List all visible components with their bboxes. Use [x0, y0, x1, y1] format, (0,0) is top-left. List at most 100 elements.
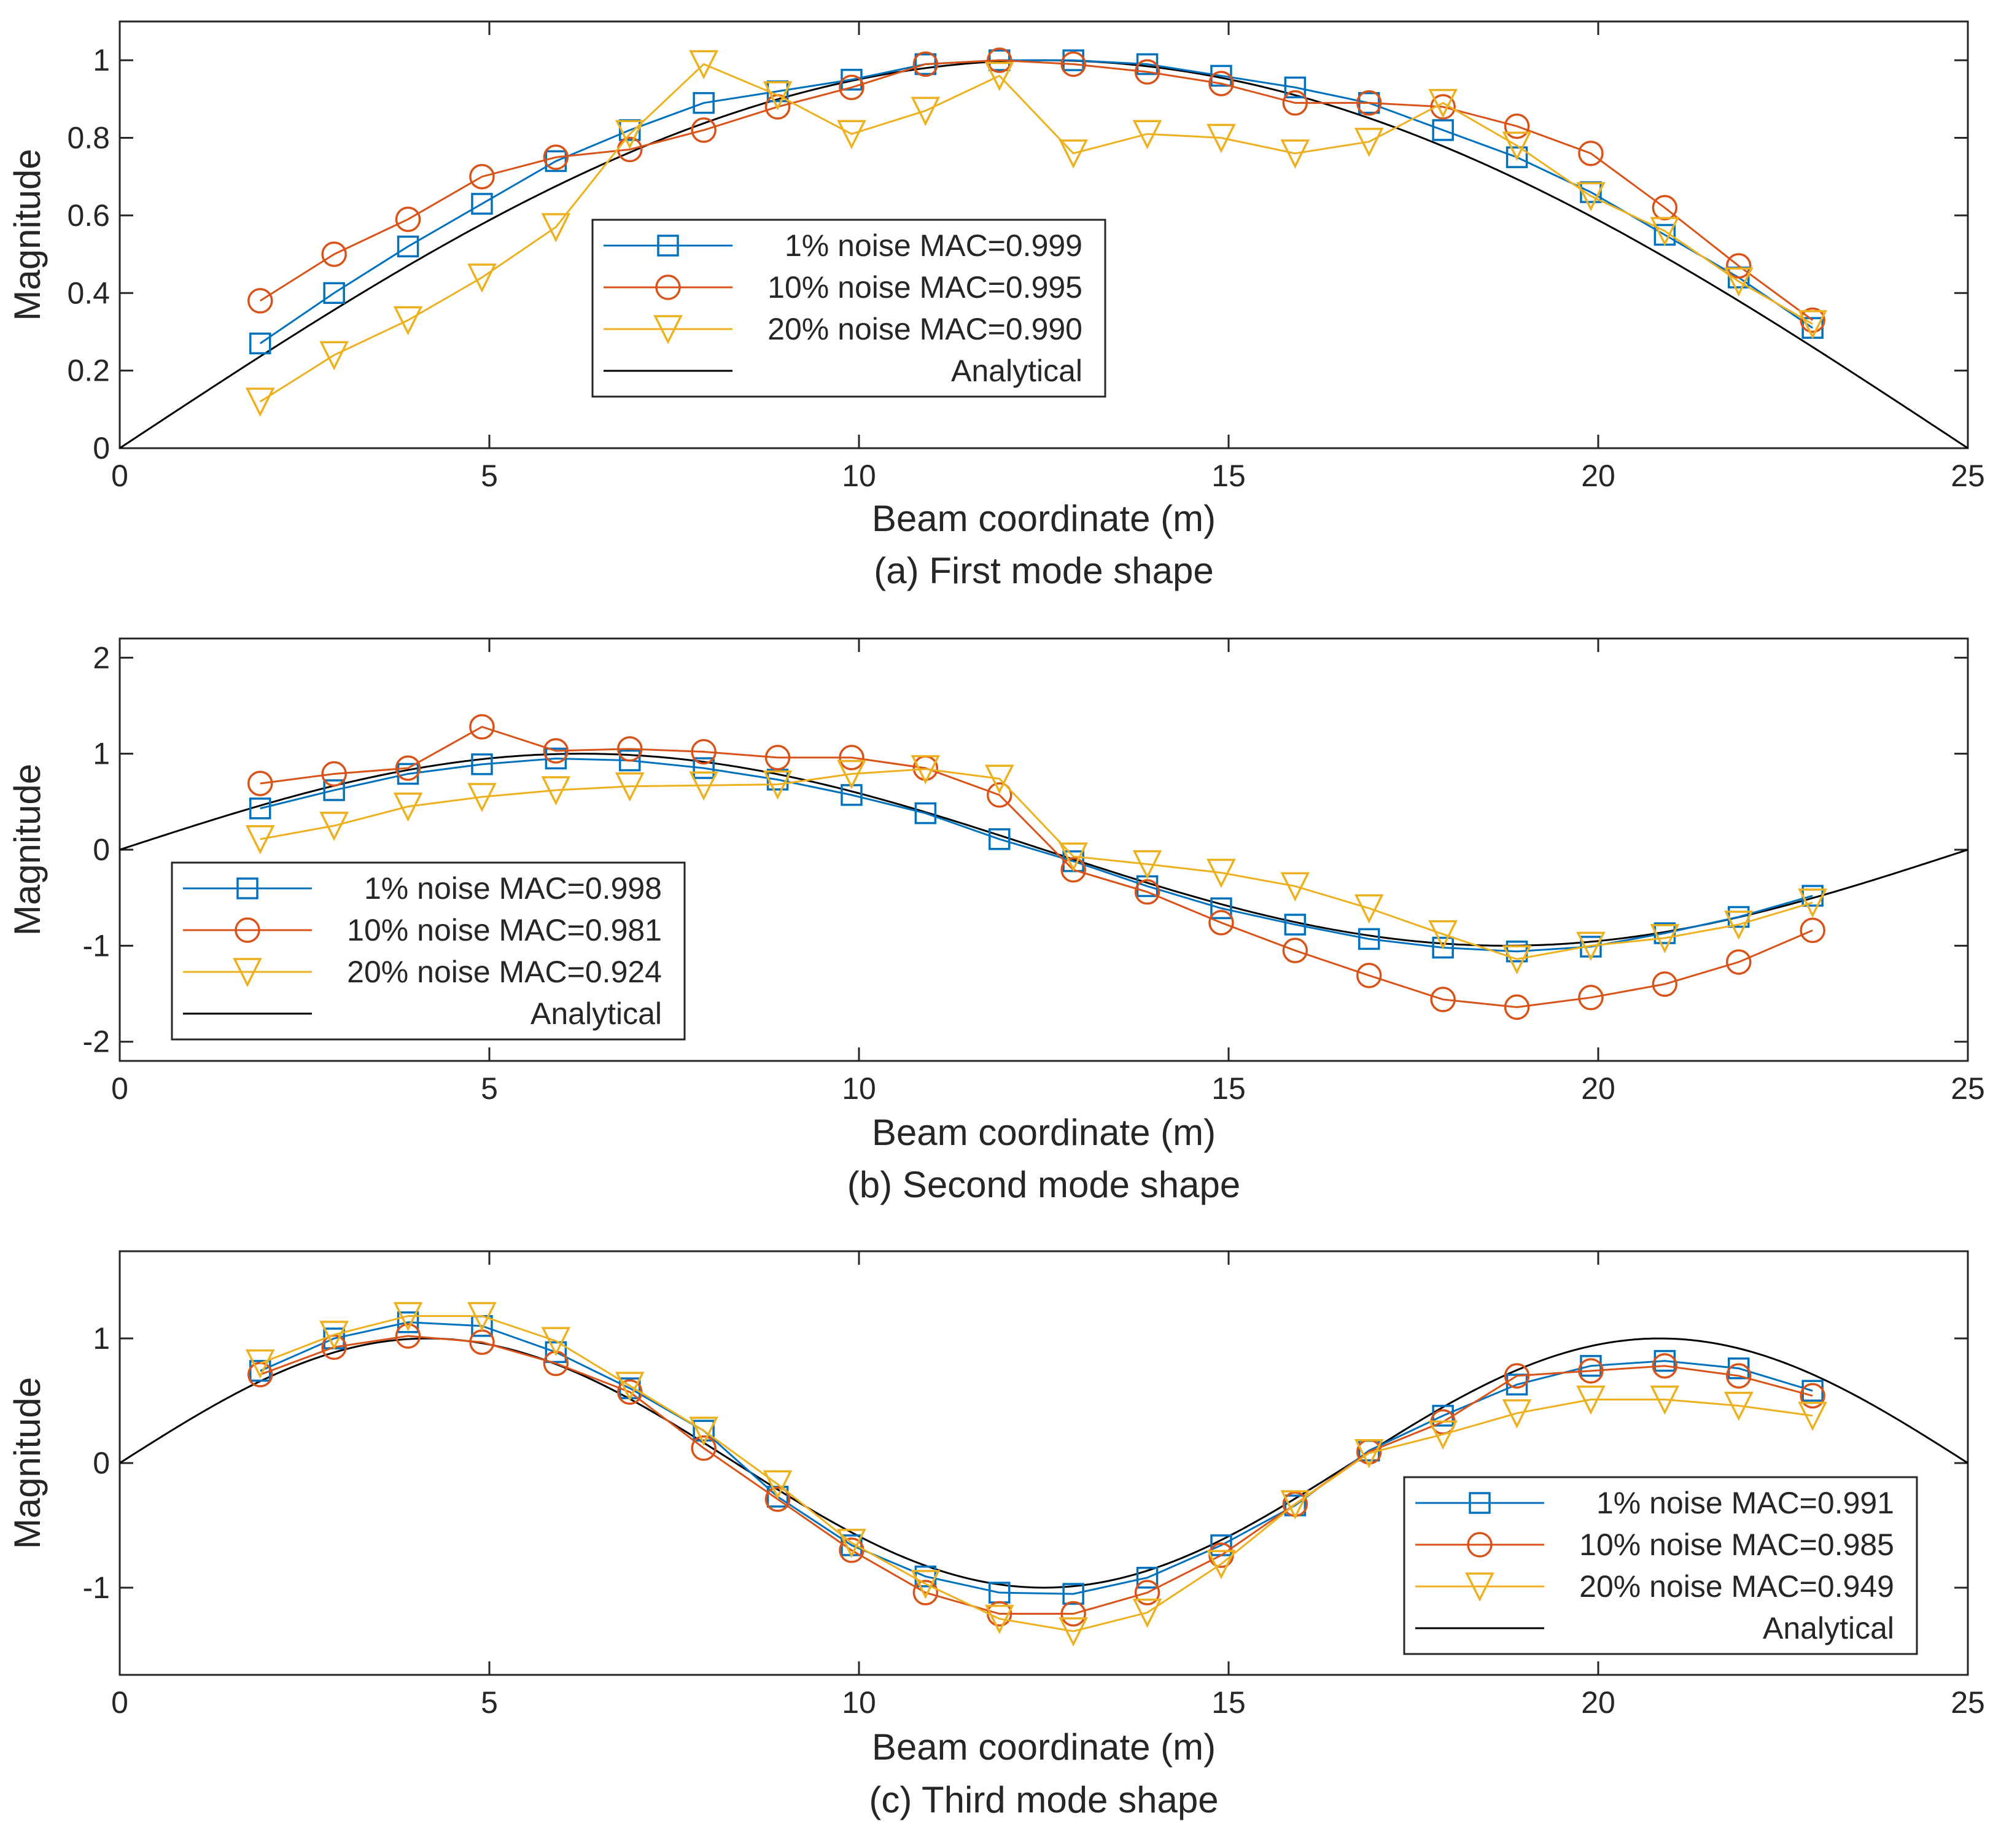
data-point	[1502, 945, 1532, 975]
data-point	[1206, 858, 1236, 888]
legend-label: Analytical	[1763, 1611, 1894, 1645]
data-point	[1282, 90, 1308, 116]
data-point	[1502, 1399, 1532, 1429]
y-tick-label: 1	[93, 737, 110, 771]
series-3	[245, 1302, 1827, 1647]
panel-1: 0 5 10 15 20 25 0 0.2 0.4 0.6 0.8 1 1% noise MAC=0.9…	[7, 20, 1985, 591]
data-point	[691, 1435, 717, 1461]
data-point	[911, 755, 941, 785]
x-tick-label: 5	[481, 459, 498, 493]
legend-marker	[236, 877, 258, 899]
data-point	[689, 50, 718, 80]
data-point	[541, 213, 571, 243]
y-tick-label: 0.6	[67, 198, 110, 233]
data-point	[615, 120, 645, 150]
x-tick-label: 0	[111, 1071, 128, 1106]
data-point	[245, 825, 275, 855]
y-tick-label: 0	[93, 431, 110, 465]
data-point	[1428, 1420, 1458, 1450]
data-point	[471, 193, 493, 215]
data-point	[691, 739, 717, 765]
x-tick-label: 10	[842, 459, 876, 493]
data-point	[1354, 1439, 1384, 1469]
x-tick-label: 15	[1211, 1071, 1246, 1106]
y-tick-label: -2	[83, 1025, 110, 1059]
data-point	[1428, 920, 1458, 950]
data-point	[912, 51, 939, 77]
data-point	[1354, 894, 1384, 924]
data-point	[1206, 1550, 1236, 1580]
series-line	[260, 1321, 1813, 1595]
data-point	[1060, 51, 1086, 77]
data-point	[1430, 94, 1456, 120]
data-point	[1208, 910, 1234, 936]
data-point	[545, 1341, 567, 1364]
series-line	[259, 59, 1814, 344]
data-point	[467, 1302, 497, 1332]
data-point	[1059, 139, 1088, 169]
series-line	[260, 1335, 1813, 1615]
data-point	[393, 792, 423, 822]
legend-marker	[655, 274, 681, 300]
data-point	[321, 761, 347, 787]
x-axis-label: Beam coordinate (m)	[872, 498, 1216, 539]
data-point	[1282, 938, 1308, 963]
legend-label: 10% noise MAC=0.985	[1579, 1528, 1894, 1562]
legend-label: 1% noise MAC=0.991	[1596, 1486, 1894, 1520]
data-point	[984, 764, 1014, 794]
x-tick-label: 10	[842, 1685, 876, 1720]
legend-label: 20% noise MAC=0.990	[767, 312, 1082, 346]
legend-label: Analytical	[530, 996, 662, 1031]
series-2	[247, 47, 1825, 333]
data-point	[1060, 857, 1086, 883]
x-tick-label: 25	[1951, 1071, 1985, 1106]
legend-label: 20% noise MAC=0.949	[1579, 1569, 1894, 1604]
series-3	[245, 50, 1827, 417]
x-axis-label: Beam coordinate (m)	[872, 1726, 1216, 1768]
data-point	[1284, 76, 1307, 99]
series-2	[247, 714, 1825, 1020]
data-point	[989, 828, 1011, 850]
legend-marker	[1465, 1572, 1494, 1602]
legend-marker	[233, 958, 262, 987]
data-point	[1358, 928, 1380, 950]
data-point	[397, 1311, 419, 1334]
data-point	[247, 771, 273, 796]
data-point	[1800, 307, 1825, 333]
data-point	[1800, 917, 1825, 944]
data-point	[323, 779, 345, 801]
data-point	[1650, 217, 1680, 247]
data-point	[393, 1302, 423, 1332]
series-3	[245, 755, 1827, 975]
data-point	[1210, 897, 1232, 920]
data-point	[984, 1604, 1014, 1634]
data-point	[467, 783, 497, 812]
data-point	[1432, 936, 1454, 959]
data-point	[1652, 1353, 1678, 1379]
data-point	[1430, 987, 1456, 1012]
data-point	[912, 1580, 939, 1605]
y-tick-label: 1	[93, 1321, 110, 1356]
data-point	[1798, 888, 1827, 918]
data-point	[1432, 119, 1454, 141]
data-point	[763, 81, 793, 111]
legend-label: 1% noise MAC=0.999	[785, 228, 1082, 263]
x-tick-label: 20	[1581, 1071, 1615, 1106]
y-axis-label: Magnitude	[7, 149, 48, 320]
series-line	[260, 757, 1813, 953]
data-point	[245, 387, 275, 417]
data-point	[1132, 120, 1162, 150]
data-point	[1062, 1583, 1084, 1605]
data-point	[1504, 113, 1530, 139]
legend-marker	[235, 917, 260, 943]
x-tick-label: 20	[1581, 1685, 1615, 1720]
data-point	[1504, 1363, 1530, 1389]
data-point	[984, 61, 1014, 91]
data-point	[1576, 182, 1606, 212]
data-point	[764, 1486, 791, 1512]
x-tick-label: 15	[1211, 1685, 1246, 1720]
data-point	[764, 745, 791, 771]
data-point	[914, 802, 937, 825]
data-point	[1652, 971, 1678, 997]
